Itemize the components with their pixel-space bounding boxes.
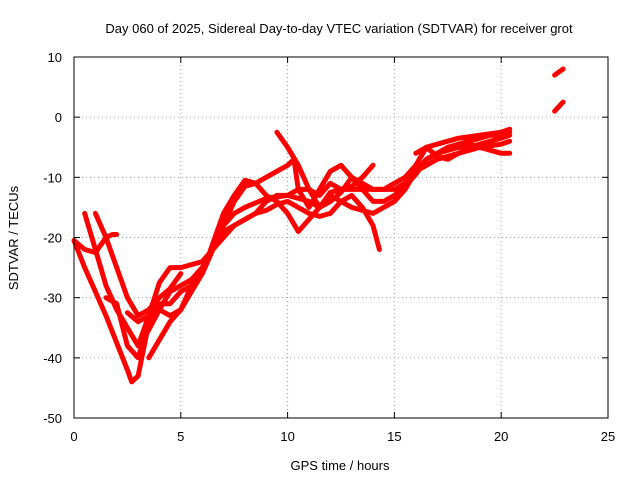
series-line-track-11: [552, 99, 566, 114]
data-series: [71, 66, 566, 385]
y-tick-label: -20: [43, 231, 62, 246]
y-tick-label: 10: [48, 50, 62, 65]
x-tick-label: 25: [601, 429, 615, 444]
gridlines: [74, 57, 608, 418]
y-axis-label: SDTVAR / TECUs: [6, 185, 21, 290]
chart-title: Day 060 of 2025, Sidereal Day-to-day VTE…: [105, 21, 573, 36]
x-tick-label: 0: [70, 429, 77, 444]
y-tick-label: -30: [43, 291, 62, 306]
series-line-track-6: [124, 162, 376, 325]
y-tick-label: -50: [43, 411, 62, 426]
x-tick-label: 15: [387, 429, 401, 444]
series-line-track-4: [92, 210, 184, 319]
y-tick-label: -10: [43, 170, 62, 185]
series-line-track-9: [413, 132, 513, 162]
x-axis-label: GPS time / hours: [291, 458, 390, 473]
plot-frame: [73, 56, 609, 419]
y-tick-label: -40: [43, 351, 62, 366]
y-tick-label: 0: [55, 110, 62, 125]
x-tick-label: 20: [494, 429, 508, 444]
series-line-track-10: [552, 66, 566, 78]
axis-ticks: 0 5 10 15 20 25 -50 -40 -30 -20 -10 0 10: [43, 50, 615, 444]
x-tick-label: 10: [280, 429, 294, 444]
x-tick-label: 5: [177, 429, 184, 444]
series-line-track-7: [146, 129, 513, 361]
series-line-track-2: [71, 232, 120, 255]
